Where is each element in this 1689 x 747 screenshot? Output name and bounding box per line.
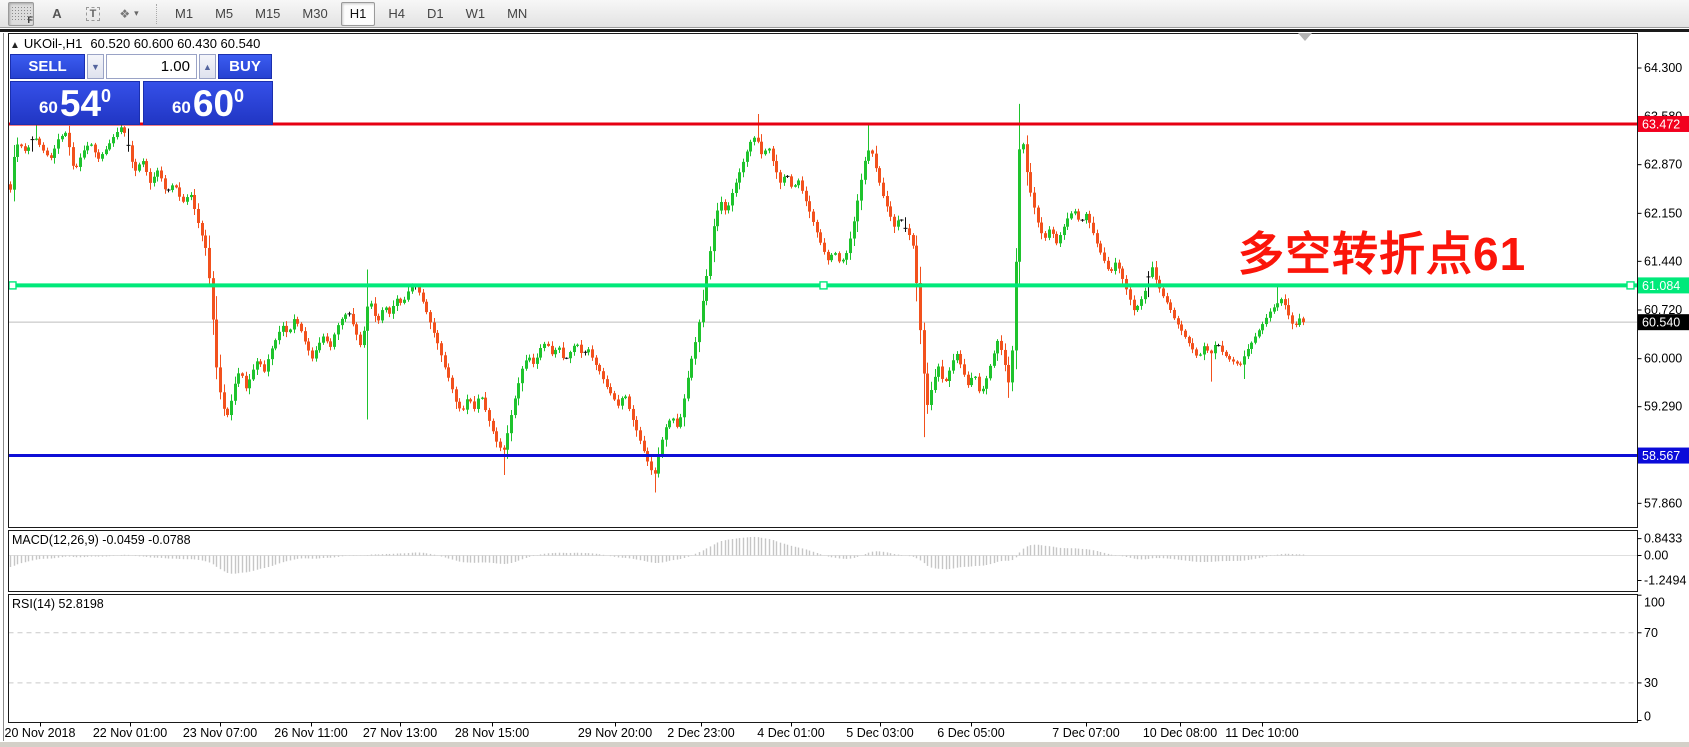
autoscroll-marker-icon[interactable] [1298, 33, 1312, 41]
svg-text:26 Nov 11:00: 26 Nov 11:00 [274, 726, 347, 740]
macd-panel[interactable] [9, 536, 1638, 574]
buy-price-display[interactable]: 60 60 0 [143, 81, 273, 125]
price-tag-63.472 [1638, 115, 1689, 132]
svg-text:63.472: 63.472 [1642, 117, 1680, 131]
toolbar-separator [156, 3, 158, 24]
textbox-icon: T [85, 6, 101, 21]
buy-price-big: 60 [192, 83, 235, 124]
tf-button-M1[interactable]: M1 [175, 6, 194, 21]
text-a-icon: A [52, 6, 62, 21]
svg-text:59.290: 59.290 [1644, 400, 1682, 414]
toolbar: F A T ❖ ▾ M1 M5 M15 M30 H1 H4 D1 W1 MN [0, 0, 1689, 32]
svg-text:60.720: 60.720 [1644, 303, 1682, 317]
price-tag-58.567 [1638, 447, 1689, 464]
hline-handle[interactable] [819, 281, 828, 290]
chart-annotation-text[interactable]: 多空转折点61 [1238, 228, 1527, 280]
tf-button-M5[interactable]: M5 [215, 6, 234, 21]
one-click-trading-panel: SELL ▼ ▲ BUY 60 54 0 60 60 0 [10, 54, 273, 125]
tf-button-M15[interactable]: M15 [255, 6, 281, 21]
svg-text:58.567: 58.567 [1642, 449, 1680, 463]
chart-title: ▲ UKOil-,H1 60.520 60.600 60.430 60.540 [10, 36, 260, 51]
text-a-button[interactable]: A [44, 2, 70, 26]
tf-button-MN[interactable]: MN [507, 6, 528, 21]
svg-text:22 Nov 01:00: 22 Nov 01:00 [93, 726, 167, 740]
svg-text:2 Dec 23:00: 2 Dec 23:00 [667, 726, 734, 740]
toolbar-icon-group: F A T ❖ ▾ [2, 1, 148, 26]
svg-text:62.150: 62.150 [1644, 206, 1682, 220]
svg-text:61.440: 61.440 [1644, 254, 1682, 268]
svg-text:100: 100 [1644, 596, 1665, 610]
tf-button-H1[interactable]: H1 [340, 1, 376, 26]
svg-text:60.540: 60.540 [1642, 316, 1680, 330]
grid-f-icon: F [11, 6, 33, 25]
chart-ohlc-values: 60.520 60.600 60.430 60.540 [90, 36, 261, 51]
svg-text:30: 30 [1644, 676, 1658, 690]
hline-handle[interactable] [1626, 281, 1635, 290]
tf-button-M30[interactable]: M30 [302, 6, 328, 21]
volume-decrease-button[interactable]: ▼ [87, 54, 104, 79]
svg-text:-1.2494: -1.2494 [1644, 573, 1686, 587]
sell-price-small: 60 [38, 98, 58, 117]
svg-text:20 Nov 2018: 20 Nov 2018 [5, 726, 76, 740]
svg-text:57.860: 57.860 [1644, 496, 1682, 510]
tf-button-W1[interactable]: W1 [465, 6, 486, 21]
svg-text:61.084: 61.084 [1642, 279, 1680, 293]
svg-text:0: 0 [1644, 710, 1651, 724]
timeframe-group: M1 M5 M15 M30 H1 H4 D1 W1 MN [166, 1, 536, 26]
svg-text:28 Nov 15:00: 28 Nov 15:00 [455, 726, 529, 740]
rsi-panel[interactable] [9, 632, 1638, 700]
svg-text:62.870: 62.870 [1644, 158, 1682, 172]
svg-text:29 Nov 20:00: 29 Nov 20:00 [578, 726, 652, 740]
price-tag-60.540 [1638, 314, 1689, 331]
shapes-icon: ❖ [119, 6, 132, 21]
svg-text:23 Nov 07:00: 23 Nov 07:00 [183, 726, 257, 740]
volume-increase-button[interactable]: ▲ [199, 54, 216, 79]
price-axis[interactable]: 64.30063.58062.87062.15061.44060.72060.0… [1637, 61, 1689, 724]
buy-price-sup: 0 [234, 86, 245, 106]
macd-label: MACD(12,26,9) -0.0459 -0.0788 [12, 533, 191, 547]
svg-text:7 Dec 07:00: 7 Dec 07:00 [1052, 726, 1119, 740]
chart-symbol-label: UKOil-,H1 [23, 36, 83, 51]
tf-button-H4[interactable]: H4 [388, 6, 405, 21]
textbox-button[interactable]: T [80, 2, 106, 26]
sell-button[interactable]: SELL [10, 54, 85, 79]
chart-symbol-icon: ▲ [10, 40, 20, 51]
sell-price-display[interactable]: 60 54 0 [10, 81, 140, 125]
svg-text:70: 70 [1644, 626, 1658, 640]
svg-text:4 Dec 01:00: 4 Dec 01:00 [757, 726, 824, 740]
rsi-label: RSI(14) 52.8198 [12, 597, 104, 611]
tf-button-D1[interactable]: D1 [426, 6, 444, 21]
grid-f-button[interactable]: F [8, 1, 34, 26]
svg-text:27 Nov 13:00: 27 Nov 13:00 [363, 726, 437, 740]
main-price-panel[interactable] [9, 31, 1638, 493]
buy-button[interactable]: BUY [218, 54, 272, 79]
svg-text:11 Dec 10:00: 11 Dec 10:00 [1225, 726, 1298, 740]
svg-text:5 Dec 03:00: 5 Dec 03:00 [846, 726, 913, 740]
hline-handle[interactable] [9, 281, 17, 290]
sell-price-sup: 0 [101, 86, 112, 106]
svg-text:10 Dec 08:00: 10 Dec 08:00 [1143, 726, 1217, 740]
shapes-button[interactable]: ❖ ▾ [116, 2, 142, 26]
svg-text:0.00: 0.00 [1644, 549, 1668, 563]
sell-price-big: 54 [59, 83, 102, 124]
svg-text:60.000: 60.000 [1644, 352, 1682, 366]
volume-input[interactable] [106, 54, 197, 79]
svg-text:64.300: 64.300 [1644, 61, 1682, 75]
time-axis[interactable]: 20 Nov 2018 22 Nov 01:00 23 Nov 07:00 26 No… [0, 722, 1689, 747]
buy-price-small: 60 [171, 98, 191, 117]
svg-text:6 Dec 05:00: 6 Dec 05:00 [937, 726, 1004, 740]
chevron-down-icon: ▾ [134, 8, 139, 18]
price-tag-61.084 [1638, 277, 1689, 294]
svg-text:0.8433: 0.8433 [1644, 532, 1682, 546]
